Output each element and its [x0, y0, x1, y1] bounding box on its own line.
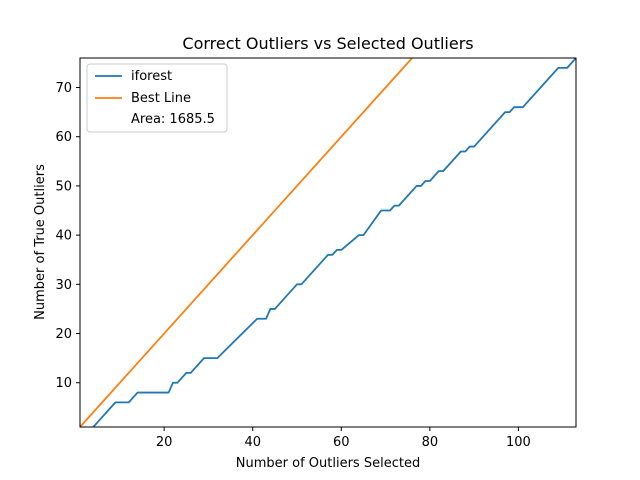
plot-frame [79, 57, 577, 428]
x-tick-label: 40 [244, 435, 261, 450]
y-tick-label: 70 [55, 81, 72, 96]
y-tick-label: 40 [55, 229, 72, 244]
x-tick-label: 20 [156, 435, 173, 450]
legend-box [86, 63, 228, 133]
legend-label-iforest: iforest [131, 69, 172, 84]
x-axis-label: Number of Outliers Selected [236, 456, 420, 471]
x-tick-label: 60 [333, 435, 350, 450]
series-line-iforest [92, 58, 576, 427]
x-axis: 20 40 60 80 100 [156, 427, 531, 450]
series-line-best-line [80, 58, 413, 427]
y-tick-label: 30 [55, 278, 72, 293]
legend: iforest Best Line Area: 1685.5 [86, 63, 228, 133]
y-axis-label: Number of True Outliers [33, 164, 48, 320]
chart-title: Correct Outliers vs Selected Outliers [182, 34, 473, 53]
series-layer [80, 58, 576, 427]
legend-label-best-line: Best Line [131, 91, 191, 106]
y-tick-label: 10 [55, 376, 72, 391]
y-axis: 10 20 30 40 50 60 70 [55, 81, 80, 391]
y-tick-label: 50 [55, 179, 72, 194]
y-tick-label: 20 [55, 327, 72, 342]
legend-area-note: Area: 1685.5 [131, 112, 215, 127]
x-tick-label: 100 [506, 435, 531, 450]
y-tick-label: 60 [55, 130, 72, 145]
x-tick-label: 80 [422, 435, 439, 450]
